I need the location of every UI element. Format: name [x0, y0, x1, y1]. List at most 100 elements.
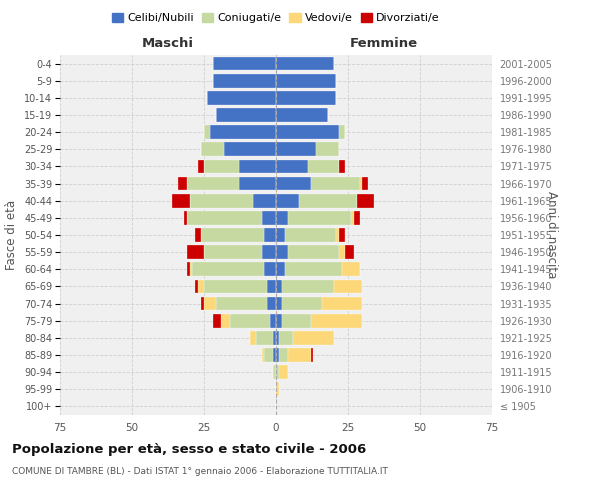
- Bar: [184, 211, 187, 224]
- Y-axis label: Fasce di età: Fasce di età: [5, 200, 19, 270]
- Bar: [265, 348, 273, 362]
- Bar: [187, 176, 239, 190]
- Bar: [340, 160, 345, 173]
- Bar: [239, 176, 276, 190]
- Bar: [276, 382, 279, 396]
- Bar: [284, 262, 342, 276]
- Bar: [276, 126, 340, 139]
- Bar: [172, 194, 190, 207]
- Bar: [273, 331, 276, 344]
- Bar: [287, 211, 351, 224]
- Bar: [190, 194, 253, 207]
- Bar: [204, 126, 210, 139]
- Bar: [308, 160, 340, 173]
- Bar: [190, 262, 193, 276]
- Bar: [340, 246, 345, 259]
- Text: COMUNE DI TAMBRE (BL) - Dati ISTAT 1° gennaio 2006 - Elaborazione TUTTITALIA.IT: COMUNE DI TAMBRE (BL) - Dati ISTAT 1° ge…: [12, 468, 388, 476]
- Bar: [276, 228, 284, 242]
- Bar: [276, 142, 316, 156]
- Bar: [276, 348, 279, 362]
- Text: Femmine: Femmine: [350, 37, 418, 50]
- Bar: [316, 142, 340, 156]
- Bar: [210, 126, 276, 139]
- Y-axis label: Anni di nascita: Anni di nascita: [545, 192, 558, 278]
- Bar: [282, 314, 311, 328]
- Bar: [262, 211, 276, 224]
- Bar: [250, 331, 256, 344]
- Bar: [262, 348, 265, 362]
- Bar: [340, 126, 345, 139]
- Bar: [265, 262, 276, 276]
- Bar: [196, 228, 201, 242]
- Bar: [187, 262, 190, 276]
- Bar: [207, 91, 276, 104]
- Bar: [262, 246, 276, 259]
- Bar: [230, 314, 270, 328]
- Bar: [322, 296, 362, 310]
- Bar: [287, 246, 340, 259]
- Bar: [212, 74, 276, 88]
- Bar: [201, 296, 204, 310]
- Bar: [204, 280, 268, 293]
- Bar: [279, 366, 287, 379]
- Bar: [311, 348, 313, 362]
- Bar: [198, 280, 204, 293]
- Text: Popolazione per età, sesso e stato civile - 2006: Popolazione per età, sesso e stato civil…: [12, 442, 366, 456]
- Bar: [342, 262, 359, 276]
- Bar: [215, 108, 276, 122]
- Bar: [221, 314, 230, 328]
- Bar: [265, 228, 276, 242]
- Bar: [276, 366, 279, 379]
- Bar: [239, 160, 276, 173]
- Bar: [287, 348, 311, 362]
- Bar: [193, 262, 265, 276]
- Bar: [276, 176, 311, 190]
- Bar: [201, 142, 224, 156]
- Bar: [212, 314, 221, 328]
- Bar: [362, 176, 368, 190]
- Bar: [276, 108, 328, 122]
- Bar: [276, 74, 337, 88]
- Bar: [204, 246, 262, 259]
- Bar: [279, 348, 287, 362]
- Bar: [276, 91, 337, 104]
- Bar: [276, 262, 284, 276]
- Bar: [196, 280, 198, 293]
- Bar: [293, 331, 334, 344]
- Bar: [268, 280, 276, 293]
- Bar: [270, 314, 276, 328]
- Bar: [276, 194, 299, 207]
- Bar: [276, 296, 282, 310]
- Bar: [359, 176, 362, 190]
- Bar: [215, 296, 268, 310]
- Bar: [256, 331, 273, 344]
- Bar: [276, 160, 308, 173]
- Bar: [299, 194, 356, 207]
- Text: Maschi: Maschi: [142, 37, 194, 50]
- Bar: [354, 211, 359, 224]
- Bar: [273, 366, 276, 379]
- Bar: [224, 142, 276, 156]
- Bar: [187, 211, 262, 224]
- Bar: [178, 176, 187, 190]
- Bar: [356, 194, 374, 207]
- Legend: Celibi/Nubili, Coniugati/e, Vedovi/e, Divorziati/e: Celibi/Nubili, Coniugati/e, Vedovi/e, Di…: [110, 10, 442, 26]
- Bar: [340, 228, 345, 242]
- Bar: [201, 228, 265, 242]
- Bar: [273, 348, 276, 362]
- Bar: [268, 296, 276, 310]
- Bar: [204, 296, 215, 310]
- Bar: [276, 314, 282, 328]
- Bar: [212, 56, 276, 70]
- Bar: [204, 160, 239, 173]
- Bar: [345, 246, 354, 259]
- Bar: [282, 280, 334, 293]
- Bar: [337, 228, 340, 242]
- Bar: [198, 160, 204, 173]
- Bar: [311, 314, 362, 328]
- Bar: [276, 211, 287, 224]
- Bar: [351, 211, 354, 224]
- Bar: [187, 246, 204, 259]
- Bar: [282, 296, 322, 310]
- Bar: [334, 280, 362, 293]
